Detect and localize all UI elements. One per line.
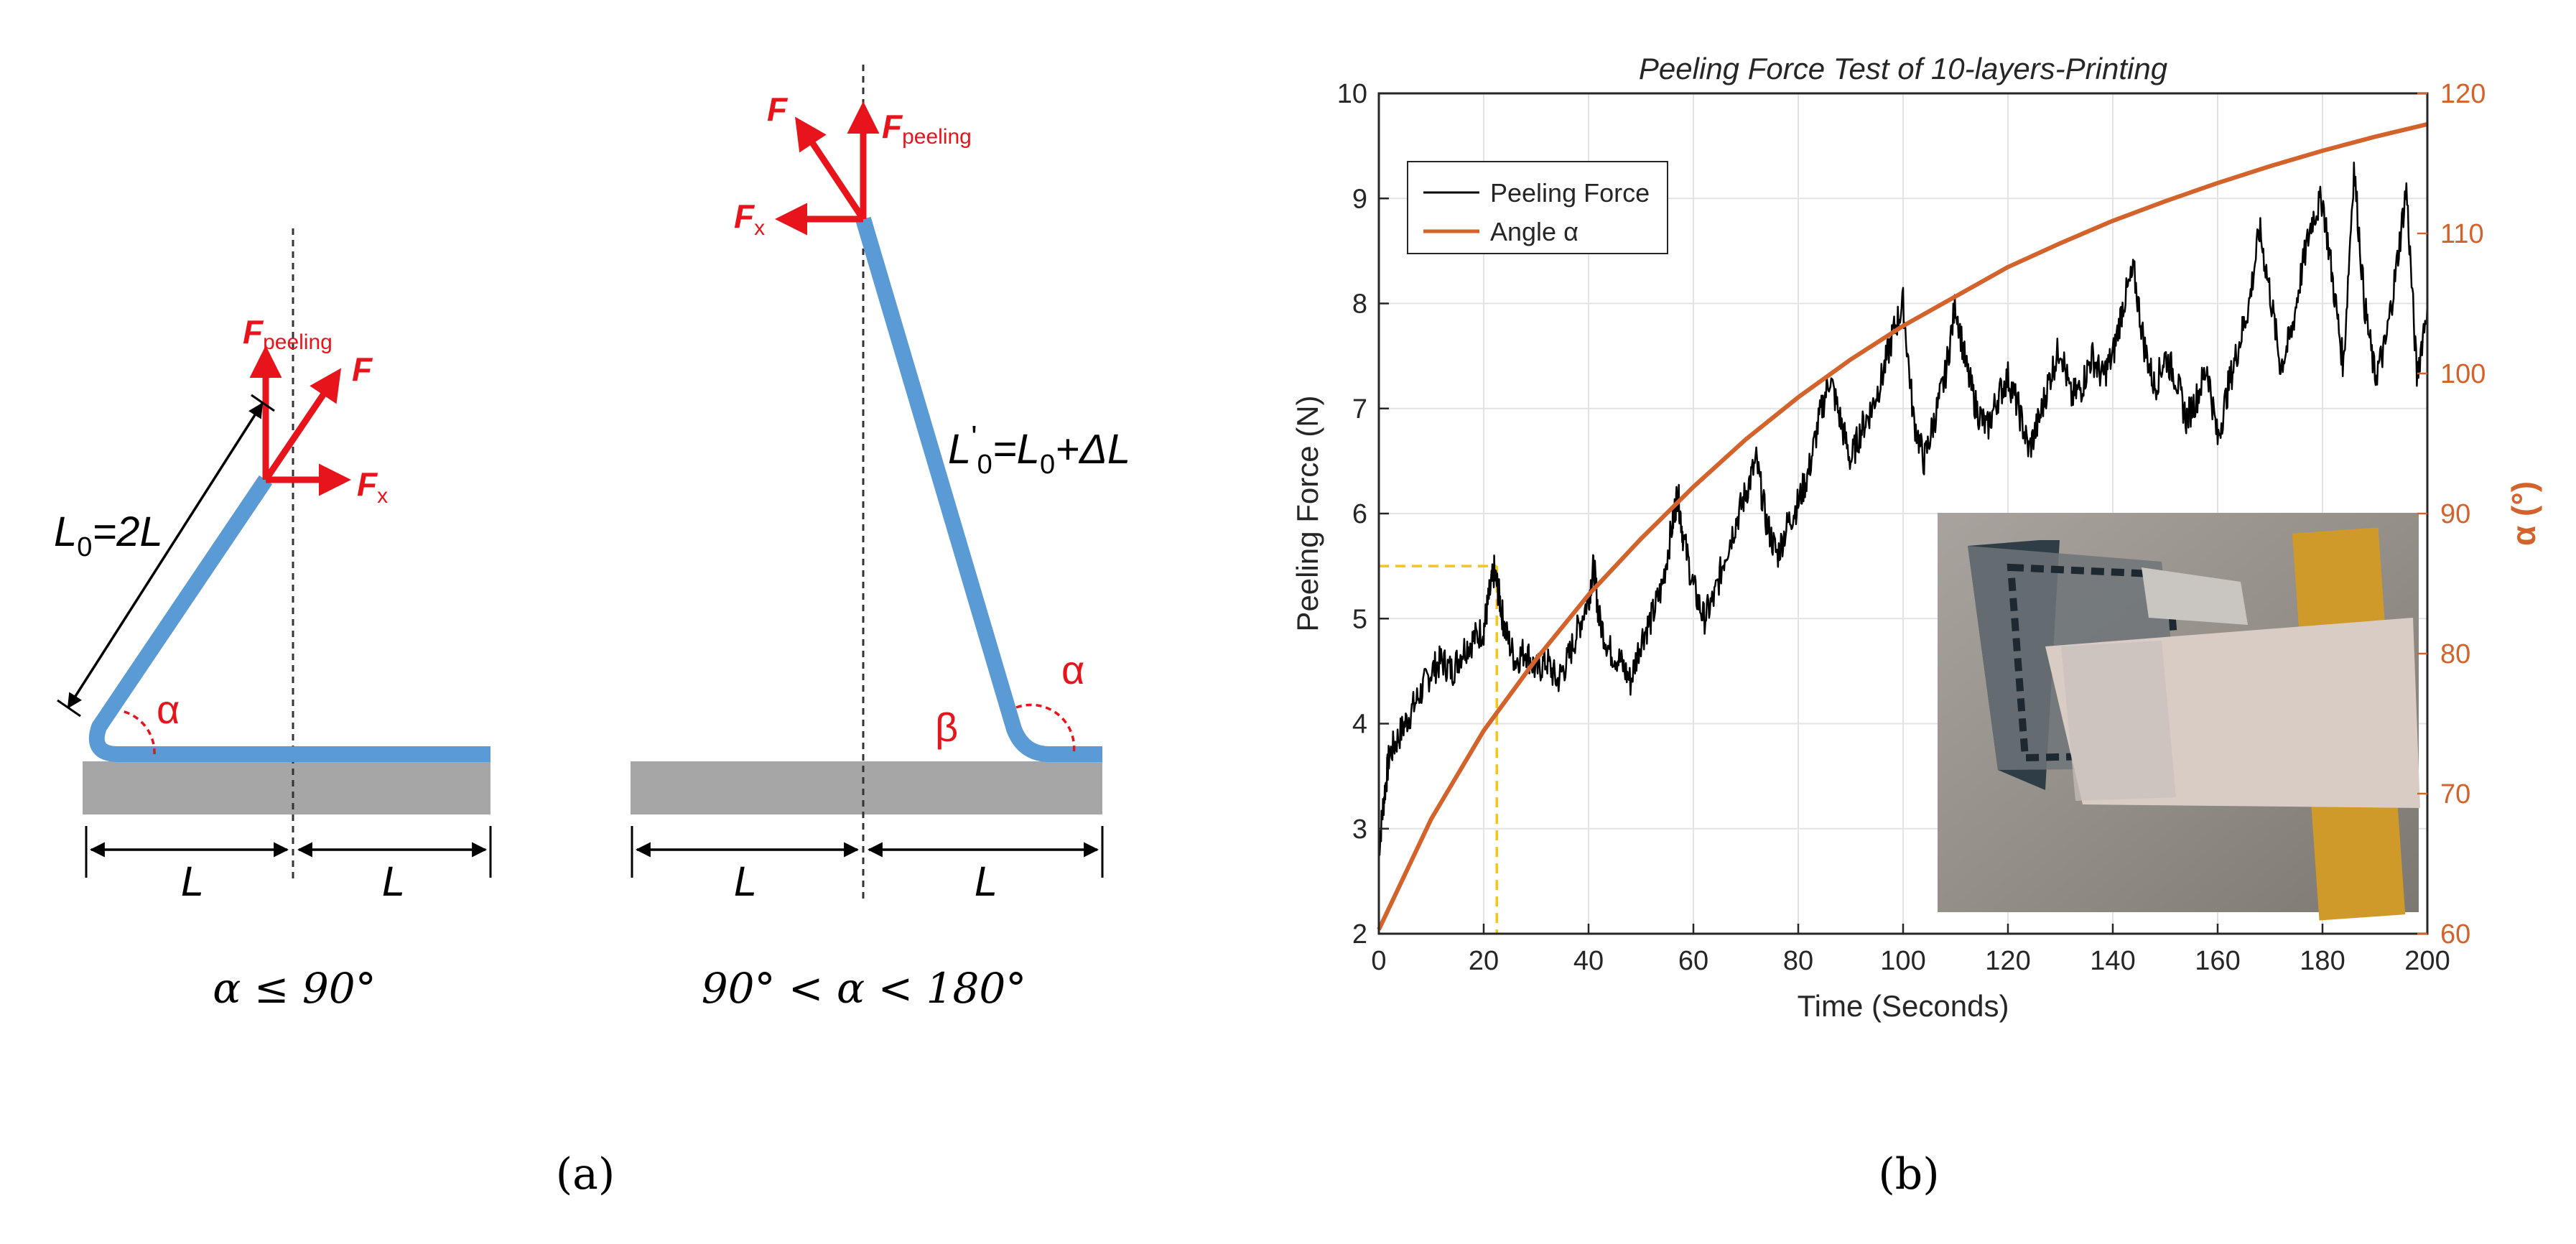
y2-tick-label: 60 (2440, 919, 2470, 950)
y2-tick-label: 100 (2440, 359, 2486, 389)
y-axis-ticks: 2 3 4 5 6 7 8 9 10 (1337, 79, 1389, 950)
label-fx-right: Fx (734, 198, 765, 240)
label-f-peeling-left: Fpeeling (243, 313, 333, 354)
x-tick-label: 140 (2090, 946, 2135, 976)
x-tick-label: 80 (1783, 946, 1813, 976)
y-tick-label: 4 (1352, 710, 1367, 740)
series (1377, 121, 2429, 931)
label-fx-left: Fx (357, 465, 388, 508)
x-tick-label: 60 (1678, 946, 1708, 976)
y-tick-label: 3 (1352, 814, 1367, 845)
label-l0-prime-right: Lʹ0=L0+ΔL (948, 419, 1130, 480)
y-tick-label: 6 (1352, 499, 1367, 529)
y-tick-label: 10 (1337, 79, 1367, 109)
label-l-right-2: L (975, 858, 998, 905)
label-beta-right: β (935, 705, 958, 750)
y-axis-label: Peeling Force (N) (1291, 395, 1324, 631)
photo-film-overlap (2061, 641, 2176, 801)
peeling-force-chart: 0 20 40 60 80 100 120 140 160 180 200 2 3 4 5 6 7 8 9 10 6… (1291, 52, 2542, 1023)
x-axis-ticks: 0 20 40 60 80 100 120 140 160 180 200 (1371, 924, 2450, 976)
angle-arc-left (121, 710, 156, 755)
tick-l0-top (251, 394, 275, 412)
x-tick-label: 0 (1371, 946, 1386, 976)
y2-tick-label: 70 (2440, 779, 2470, 809)
y-tick-label: 5 (1352, 604, 1367, 634)
diagram-left: Fpeeling F Fx L0=2L α L L α ≤ 90° (54, 228, 492, 1013)
label-alpha-right: α (1061, 647, 1084, 692)
series-angle-line (1377, 121, 2428, 931)
label-f-left: F (352, 351, 373, 388)
y-tick-label: 7 (1352, 394, 1367, 424)
x-tick-label: 200 (2404, 946, 2450, 976)
caption-left: α ≤ 90° (213, 964, 376, 1013)
x-tick-label: 160 (2195, 946, 2240, 976)
legend-label-force: Peeling Force (1490, 178, 1650, 208)
label-f-peeling-right: Fpeeling (882, 108, 972, 149)
guide-lines (1379, 565, 1498, 934)
label-l-left-2: L (382, 858, 405, 905)
x-tick-label: 100 (1880, 946, 1925, 976)
label-l0-left: L0=2L (54, 509, 163, 562)
film-left (88, 475, 490, 762)
x-tick-label: 180 (2300, 946, 2345, 976)
substrate-left (83, 761, 490, 814)
y2-tick-label: 80 (2440, 639, 2470, 669)
y2-axis-ticks: 60 70 80 90 100 110 120 (2417, 79, 2486, 950)
tick-l0-bottom (57, 699, 81, 718)
y2-tick-label: 110 (2440, 219, 2484, 249)
panel-label-a: (a) (556, 1149, 615, 1199)
y2-axis-label: α (°) (2505, 481, 2542, 546)
x-axis-label: Time (Seconds) (1798, 989, 2009, 1023)
legend: Peeling Force Angle α (1407, 161, 1668, 254)
y-tick-label: 2 (1352, 919, 1367, 950)
film-right (855, 216, 1102, 762)
y2-tick-label: 90 (2440, 499, 2470, 529)
y2-tick-label: 120 (2440, 79, 2486, 109)
x-tick-label: 40 (1573, 946, 1604, 976)
label-l-left-1: L (181, 858, 204, 905)
caption-right: 90° < α < 180° (702, 964, 1027, 1013)
label-l-right-1: L (734, 858, 757, 905)
label-alpha-left: α (157, 687, 180, 732)
dimension-l0-left (67, 402, 264, 709)
legend-label-angle: Angle α (1490, 217, 1578, 246)
photo-sensor-pattern (2007, 563, 2187, 762)
diagram-right: F Fpeeling Fx Lʹ0=L0+ΔL α β L L 90° < α … (631, 65, 1130, 1013)
label-f-right: F (767, 90, 789, 128)
substrate-right (631, 761, 1102, 814)
chart-title: Peeling Force Test of 10-layers-Printing (1639, 52, 2167, 85)
inset-photo (1938, 513, 2420, 921)
legend-box (1407, 161, 1668, 254)
angle-arc-right (1015, 703, 1076, 755)
photo-film-edge (2142, 567, 2248, 625)
panel-label-b: (b) (1878, 1149, 1939, 1199)
x-tick-label: 120 (1985, 946, 2030, 976)
arrow-f-right (795, 116, 866, 221)
arrow-f-left (263, 368, 342, 482)
x-tick-label: 20 (1469, 946, 1499, 976)
y-tick-label: 9 (1352, 184, 1367, 214)
y-tick-label: 8 (1352, 289, 1367, 320)
